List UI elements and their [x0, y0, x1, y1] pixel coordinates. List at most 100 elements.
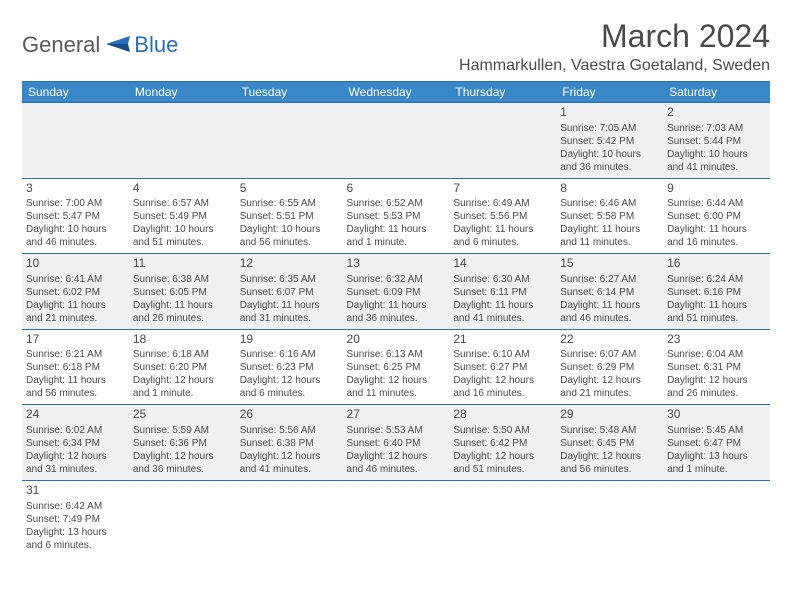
cell-d2: and 51 minutes. — [453, 463, 552, 476]
day-cell: 13Sunrise: 6:32 AMSunset: 6:09 PMDayligh… — [343, 254, 450, 330]
cell-d2: and 56 minutes. — [240, 236, 339, 249]
cell-d1: Daylight: 12 hours — [347, 374, 446, 387]
cell-d2: and 11 minutes. — [560, 236, 659, 249]
day-header: Thursday — [449, 82, 556, 103]
cell-ss: Sunset: 6:02 PM — [26, 286, 125, 299]
cell-ss: Sunset: 6:11 PM — [453, 286, 552, 299]
cell-sr: Sunrise: 6:42 AM — [26, 500, 125, 513]
cell-d2: and 6 minutes. — [453, 236, 552, 249]
cell-d1: Daylight: 10 hours — [240, 223, 339, 236]
cell-ss: Sunset: 5:47 PM — [26, 210, 125, 223]
cell-d1: Daylight: 12 hours — [240, 450, 339, 463]
cell-sr: Sunrise: 6:07 AM — [560, 348, 659, 361]
day-cell: 18Sunrise: 6:18 AMSunset: 6:20 PMDayligh… — [129, 329, 236, 405]
cell-d1: Daylight: 11 hours — [560, 299, 659, 312]
day-number: 27 — [347, 407, 446, 423]
cell-ss: Sunset: 6:34 PM — [26, 437, 125, 450]
day-number: 14 — [453, 256, 552, 272]
cell-d2: and 41 minutes. — [667, 161, 766, 174]
cell-ss: Sunset: 6:45 PM — [560, 437, 659, 450]
day-cell: 9Sunrise: 6:44 AMSunset: 6:00 PMDaylight… — [663, 178, 770, 254]
cell-d2: and 6 minutes. — [240, 387, 339, 400]
cell-ss: Sunset: 6:38 PM — [240, 437, 339, 450]
cell-sr: Sunrise: 6:57 AM — [133, 197, 232, 210]
day-number: 11 — [133, 256, 232, 272]
day-number: 30 — [667, 407, 766, 423]
cell-d1: Daylight: 12 hours — [560, 450, 659, 463]
cell-ss: Sunset: 6:29 PM — [560, 361, 659, 374]
cell-d2: and 1 minute. — [347, 236, 446, 249]
day-number: 22 — [560, 332, 659, 348]
cell-d2: and 1 minute. — [667, 463, 766, 476]
day-number: 20 — [347, 332, 446, 348]
cell-d2: and 26 minutes. — [133, 312, 232, 325]
cell-sr: Sunrise: 6:24 AM — [667, 273, 766, 286]
cell-d1: Daylight: 12 hours — [133, 374, 232, 387]
cell-ss: Sunset: 7:49 PM — [26, 513, 125, 526]
cell-ss: Sunset: 5:49 PM — [133, 210, 232, 223]
cell-d2: and 41 minutes. — [453, 312, 552, 325]
day-cell — [449, 103, 556, 179]
cell-d2: and 46 minutes. — [560, 312, 659, 325]
logo-text-blue: Blue — [134, 32, 178, 58]
cell-d2: and 31 minutes. — [26, 463, 125, 476]
cell-ss: Sunset: 6:16 PM — [667, 286, 766, 299]
cell-ss: Sunset: 6:20 PM — [133, 361, 232, 374]
cell-sr: Sunrise: 6:38 AM — [133, 273, 232, 286]
logo: General Blue — [22, 32, 178, 58]
cell-d2: and 6 minutes. — [26, 539, 125, 552]
cell-ss: Sunset: 6:25 PM — [347, 361, 446, 374]
day-cell — [343, 480, 450, 555]
day-cell: 17Sunrise: 6:21 AMSunset: 6:18 PMDayligh… — [22, 329, 129, 405]
cell-d2: and 36 minutes. — [347, 312, 446, 325]
day-number: 26 — [240, 407, 339, 423]
day-cell: 23Sunrise: 6:04 AMSunset: 6:31 PMDayligh… — [663, 329, 770, 405]
cell-sr: Sunrise: 6:18 AM — [133, 348, 232, 361]
day-cell: 14Sunrise: 6:30 AMSunset: 6:11 PMDayligh… — [449, 254, 556, 330]
day-cell — [236, 103, 343, 179]
day-cell: 8Sunrise: 6:46 AMSunset: 5:58 PMDaylight… — [556, 178, 663, 254]
location-text: Hammarkullen, Vaestra Goetaland, Sweden — [459, 57, 770, 75]
cell-ss: Sunset: 6:05 PM — [133, 286, 232, 299]
day-cell: 31Sunrise: 6:42 AMSunset: 7:49 PMDayligh… — [22, 480, 129, 555]
cell-d1: Daylight: 12 hours — [240, 374, 339, 387]
day-header: Monday — [129, 82, 236, 103]
week-row: 1Sunrise: 7:05 AMSunset: 5:42 PMDaylight… — [22, 103, 770, 179]
day-cell: 30Sunrise: 5:45 AMSunset: 6:47 PMDayligh… — [663, 405, 770, 481]
cell-ss: Sunset: 5:58 PM — [560, 210, 659, 223]
day-number: 10 — [26, 256, 125, 272]
cell-sr: Sunrise: 6:49 AM — [453, 197, 552, 210]
cell-d2: and 16 minutes. — [453, 387, 552, 400]
cell-d2: and 41 minutes. — [240, 463, 339, 476]
day-header: Sunday — [22, 82, 129, 103]
week-row: 10Sunrise: 6:41 AMSunset: 6:02 PMDayligh… — [22, 254, 770, 330]
day-number: 23 — [667, 332, 766, 348]
cell-ss: Sunset: 5:56 PM — [453, 210, 552, 223]
cell-sr: Sunrise: 6:44 AM — [667, 197, 766, 210]
day-number: 13 — [347, 256, 446, 272]
cell-d1: Daylight: 11 hours — [453, 223, 552, 236]
cell-d1: Daylight: 13 hours — [26, 526, 125, 539]
cell-d2: and 21 minutes. — [560, 387, 659, 400]
day-cell: 4Sunrise: 6:57 AMSunset: 5:49 PMDaylight… — [129, 178, 236, 254]
day-cell: 16Sunrise: 6:24 AMSunset: 6:16 PMDayligh… — [663, 254, 770, 330]
day-number: 18 — [133, 332, 232, 348]
cell-sr: Sunrise: 5:48 AM — [560, 424, 659, 437]
cell-d1: Daylight: 12 hours — [26, 450, 125, 463]
cell-d1: Daylight: 12 hours — [133, 450, 232, 463]
cell-ss: Sunset: 5:42 PM — [560, 135, 659, 148]
cell-ss: Sunset: 6:18 PM — [26, 361, 125, 374]
cell-sr: Sunrise: 6:30 AM — [453, 273, 552, 286]
cell-sr: Sunrise: 7:00 AM — [26, 197, 125, 210]
day-number: 3 — [26, 181, 125, 197]
day-number: 1 — [560, 105, 659, 121]
cell-sr: Sunrise: 6:16 AM — [240, 348, 339, 361]
cell-sr: Sunrise: 7:03 AM — [667, 122, 766, 135]
cell-sr: Sunrise: 6:21 AM — [26, 348, 125, 361]
week-row: 17Sunrise: 6:21 AMSunset: 6:18 PMDayligh… — [22, 329, 770, 405]
cell-d1: Daylight: 11 hours — [560, 223, 659, 236]
cell-ss: Sunset: 5:51 PM — [240, 210, 339, 223]
day-cell: 2Sunrise: 7:03 AMSunset: 5:44 PMDaylight… — [663, 103, 770, 179]
header: General Blue March 2024 Hammarkullen, Va… — [22, 18, 770, 75]
cell-d1: Daylight: 11 hours — [453, 299, 552, 312]
